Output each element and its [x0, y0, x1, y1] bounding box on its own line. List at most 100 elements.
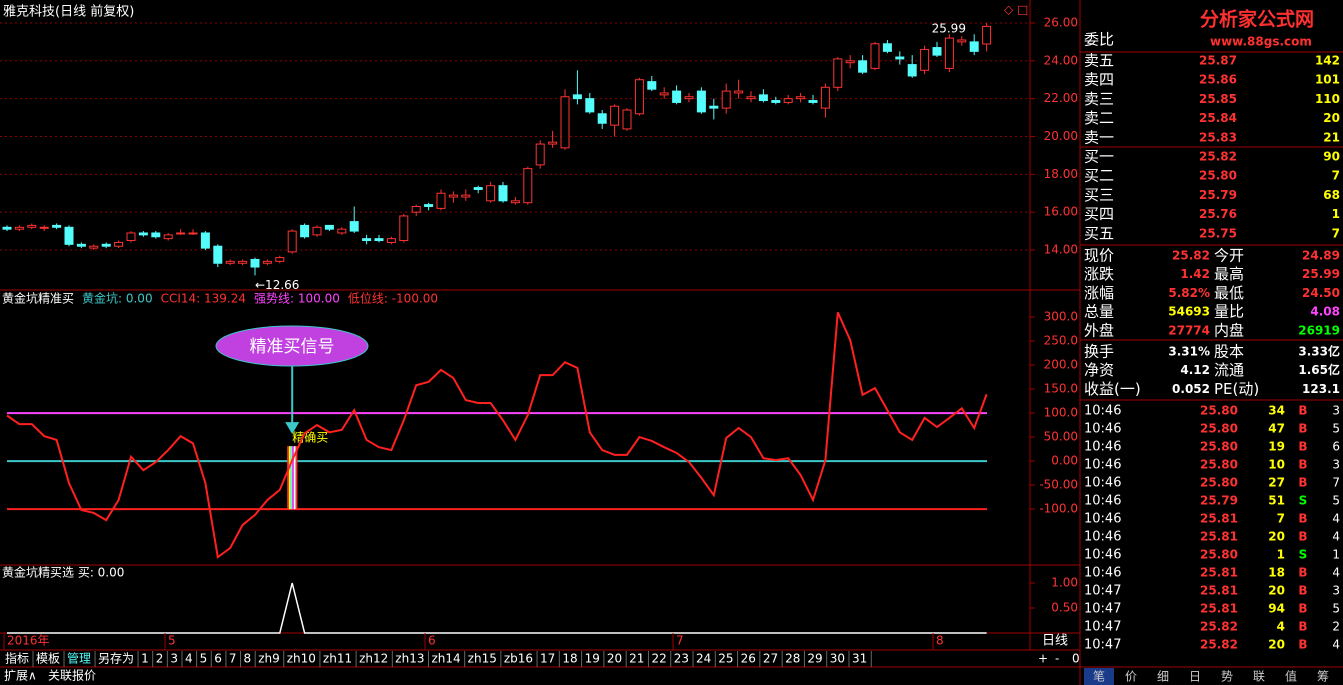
side-tab[interactable]: 笔: [1093, 669, 1105, 684]
candle-body: [76, 243, 86, 247]
legend-entry: 黄金坑: 0.00: [82, 291, 153, 306]
side-tab[interactable]: 日: [1189, 670, 1201, 684]
toolbar-tab[interactable]: 25: [718, 652, 733, 666]
footer-button[interactable]: 关联报价: [48, 668, 96, 683]
side-tab[interactable]: 值: [1285, 669, 1297, 684]
toolbar-tab[interactable]: zh12: [359, 652, 388, 666]
trade-count: 2: [1332, 620, 1340, 634]
candle-body: [89, 245, 99, 249]
signal-bar: [294, 446, 296, 510]
quote-label: 涨跌: [1084, 265, 1114, 283]
trade-time: 10:46: [1084, 530, 1121, 545]
toolbar-tab[interactable]: 模板: [36, 652, 60, 666]
toolbar-tab[interactable]: 28: [785, 652, 800, 666]
candle-body: [548, 141, 558, 145]
toolbar-tab[interactable]: 3: [170, 652, 178, 666]
toolbar-tab[interactable]: 17: [540, 652, 555, 666]
trade-price: 25.80: [1200, 476, 1238, 490]
toolbar-tab[interactable]: zh14: [431, 652, 460, 666]
toolbar-tab[interactable]: zh15: [468, 652, 497, 666]
side-tab[interactable]: 势: [1221, 670, 1233, 684]
trade-volume: 7: [1277, 512, 1285, 526]
side-tab[interactable]: 价: [1125, 670, 1137, 684]
toolbar-tab[interactable]: 7: [229, 652, 237, 666]
date-label: 7: [676, 634, 684, 648]
side-tab[interactable]: 联: [1253, 670, 1265, 684]
book-price: 25.82: [1199, 150, 1237, 164]
toolbar-tab[interactable]: 19: [585, 652, 600, 666]
candle-body: [287, 230, 297, 253]
trade-count: 7: [1332, 476, 1340, 490]
trade-time: 10:46: [1084, 494, 1121, 509]
toolbar-tab[interactable]: 29: [807, 652, 822, 666]
cci-line: [6, 311, 988, 559]
toolbar-tab[interactable]: 20: [607, 652, 622, 666]
trade-time: 10:47: [1084, 638, 1121, 653]
trade-price: 25.79: [1200, 494, 1238, 508]
book-price: 25.83: [1199, 130, 1237, 144]
toolbar-tab[interactable]: 指标: [5, 651, 29, 666]
quote-label: 总量: [1084, 303, 1114, 321]
y-tick-label: 50.00: [1044, 430, 1078, 444]
toolbar-tab[interactable]: 23: [674, 652, 689, 666]
toolbar-tab[interactable]: 21: [629, 652, 644, 666]
zoom-button[interactable]: 0: [1072, 652, 1080, 666]
trade-side: B: [1298, 566, 1307, 580]
quote-value: 25.99: [1302, 267, 1340, 281]
toolbar-tab[interactable]: 30: [830, 652, 845, 666]
side-tab[interactable]: 筹: [1317, 670, 1329, 684]
candle-body: [436, 192, 446, 209]
toolbar-tab[interactable]: 管理: [67, 651, 91, 666]
toolbar-tab[interactable]: 27: [763, 652, 778, 666]
y-tick-label: -50.00: [1039, 478, 1078, 492]
toolbar-tab[interactable]: 8: [244, 652, 252, 666]
book-volume: 21: [1323, 130, 1340, 144]
candle-body: [535, 143, 545, 166]
book-price: 25.76: [1199, 207, 1237, 221]
candle-body: [151, 232, 161, 238]
candle-body: [250, 258, 260, 268]
trade-time: 10:46: [1084, 512, 1121, 527]
candle-body: [622, 109, 632, 130]
toolbar-tab[interactable]: zb16: [504, 652, 533, 666]
legend-entry: 低位线: -100.00: [348, 291, 438, 306]
toolbar-tab[interactable]: 31: [852, 652, 867, 666]
toolbar-tab[interactable]: 5: [200, 652, 208, 666]
candle-body: [907, 64, 917, 77]
toolbar-tab[interactable]: 另存为: [98, 652, 134, 666]
book-price: 25.79: [1199, 188, 1237, 202]
book-volume: 20: [1323, 111, 1340, 125]
quote-value: 4.08: [1310, 305, 1340, 319]
toolbar-tab[interactable]: zh13: [395, 652, 424, 666]
toolbar-tab[interactable]: 24: [696, 652, 711, 666]
toolbar-tab[interactable]: 6: [214, 652, 222, 666]
price-annotation: 25.99: [932, 22, 966, 36]
toolbar-tab[interactable]: zh9: [258, 652, 280, 666]
toolbar-tab[interactable]: 1: [141, 652, 149, 666]
side-tab-active: [1084, 668, 1114, 685]
candle-body: [126, 232, 136, 242]
trade-volume: 47: [1268, 422, 1285, 436]
toolbar-tab[interactable]: zh11: [323, 652, 352, 666]
candle-body: [833, 58, 843, 88]
legend-entry: CCI14: 139.24: [161, 292, 246, 306]
candle-body: [312, 226, 322, 236]
toolbar-tab[interactable]: 18: [562, 652, 577, 666]
trade-time: 10:46: [1084, 458, 1121, 473]
toolbar-tab[interactable]: 4: [185, 652, 193, 666]
candle-body: [796, 96, 806, 100]
toolbar-tab[interactable]: 2: [156, 652, 164, 666]
quote-value: 123.1: [1302, 382, 1340, 396]
side-tab[interactable]: 细: [1157, 670, 1169, 684]
candle-body: [523, 168, 533, 204]
date-label: 8: [936, 634, 944, 648]
toolbar-tab[interactable]: 22: [651, 652, 666, 666]
footer-button[interactable]: 扩展∧: [4, 669, 37, 683]
toolbar-tab[interactable]: 26: [741, 652, 756, 666]
toolbar-tab[interactable]: zh10: [287, 652, 316, 666]
zoom-button[interactable]: +: [1038, 652, 1048, 666]
book-volume: 7: [1332, 169, 1340, 183]
candle-body: [349, 221, 359, 232]
zoom-button[interactable]: -: [1055, 652, 1059, 666]
